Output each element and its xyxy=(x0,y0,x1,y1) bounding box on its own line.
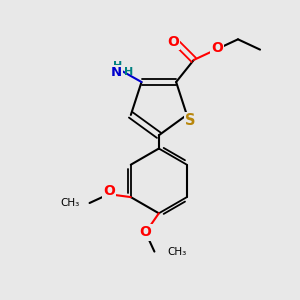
Text: H: H xyxy=(124,67,133,77)
Text: H: H xyxy=(113,61,123,71)
Text: O: O xyxy=(212,41,223,55)
Text: O: O xyxy=(103,184,115,198)
Text: O: O xyxy=(140,225,152,239)
Text: CH₃: CH₃ xyxy=(60,198,79,208)
Text: N: N xyxy=(111,66,122,79)
Text: O: O xyxy=(167,35,179,49)
Text: S: S xyxy=(185,113,196,128)
Text: CH₃: CH₃ xyxy=(168,247,187,256)
